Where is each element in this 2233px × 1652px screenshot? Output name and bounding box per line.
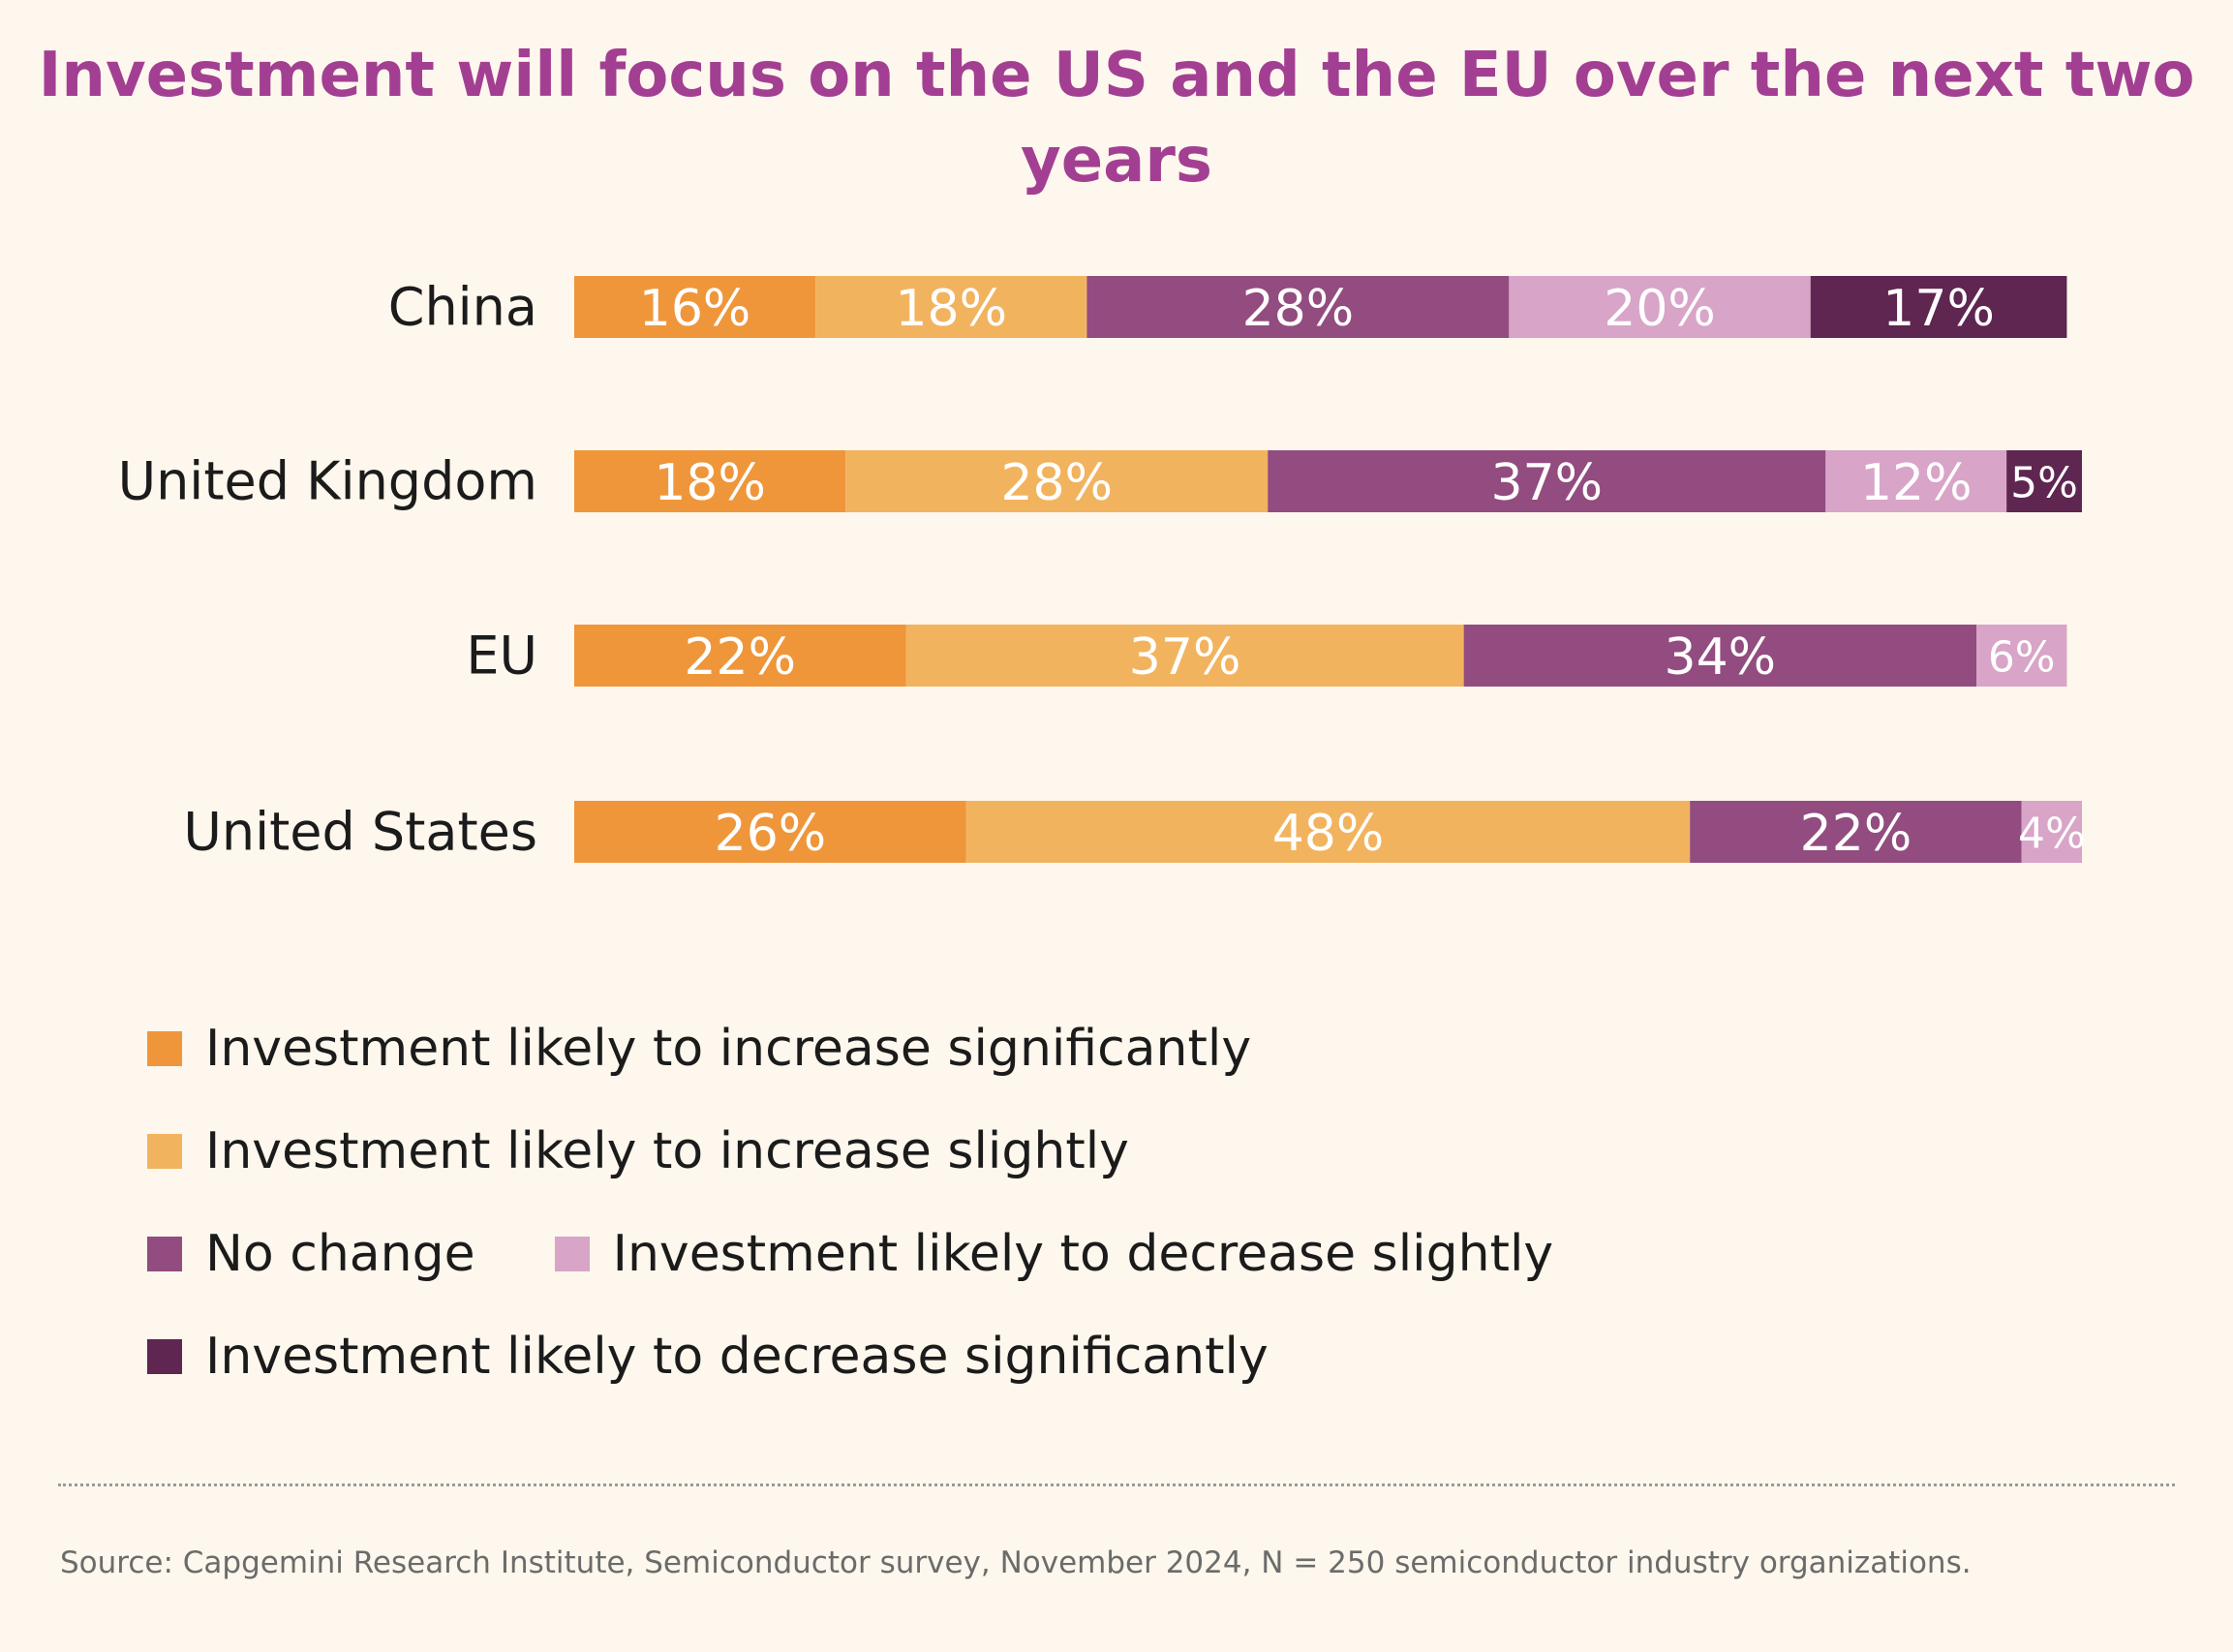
- legend: Investment likely to increase significan…: [147, 997, 1633, 1408]
- legend-swatch: [147, 1237, 182, 1271]
- bar-segment: [574, 625, 906, 687]
- bar-segment: [845, 450, 1269, 512]
- legend-row: Investment likely to increase slightly: [147, 1100, 1633, 1203]
- data-label: 20%: [1604, 280, 1716, 338]
- bar-segment: [574, 450, 846, 512]
- data-label: 12%: [1860, 454, 1973, 512]
- source-note: Source: Capgemini Research Institute, Se…: [60, 1545, 1972, 1580]
- legend-item-increase-slightly: Investment likely to increase slightly: [147, 1122, 1129, 1180]
- legend-swatch: [147, 1339, 182, 1374]
- data-label: 28%: [1242, 280, 1355, 338]
- legend-label: Investment likely to decrease slightly: [612, 1225, 1554, 1283]
- bar-segment: [574, 276, 816, 338]
- legend-swatch: [147, 1031, 182, 1066]
- bar-segment: [905, 625, 1464, 687]
- data-label: 5%: [2010, 459, 2078, 508]
- category-label: United States: [183, 802, 537, 863]
- bar-segment: [1268, 450, 1826, 512]
- bar-segment: [2021, 801, 2082, 863]
- bar-segment: [815, 276, 1087, 338]
- data-label: 16%: [639, 280, 751, 338]
- data-label: 4%: [2018, 810, 2086, 859]
- footer-divider: [58, 1484, 2175, 1486]
- legend-item-increase-significantly: Investment likely to increase significan…: [147, 1020, 1251, 1078]
- data-label: 37%: [1490, 454, 1603, 512]
- bar-segment: [574, 801, 966, 863]
- bar-segment: [965, 801, 1691, 863]
- bar-segment: [1690, 801, 2022, 863]
- legend-swatch: [554, 1237, 590, 1271]
- data-label: 6%: [1988, 633, 2056, 683]
- bar-segment: [1086, 276, 1510, 338]
- stacked-bar-chart: China 16% 18% 28% 20% 17% United Kingdom 18% 28%…: [118, 276, 2086, 863]
- data-label: 18%: [895, 280, 1007, 338]
- bar-segment: [1463, 625, 1977, 687]
- bar-segment: [1825, 450, 2007, 512]
- legend-item-decrease-significantly: Investment likely to decrease significan…: [147, 1328, 1269, 1386]
- data-label: 26%: [715, 805, 827, 863]
- chart-title: Investment will focus on the US and the …: [0, 33, 2233, 203]
- bar-segment: [1976, 625, 2067, 687]
- legend-label: Investment likely to decrease significan…: [205, 1328, 1269, 1386]
- legend-row: Investment likely to decrease significan…: [147, 1305, 1633, 1408]
- legend-row: No change Investment likely to decrease …: [147, 1203, 1633, 1305]
- bar-segment: [1509, 276, 1811, 338]
- data-label: 17%: [1882, 280, 1995, 338]
- category-label: EU: [466, 626, 537, 687]
- data-label: 48%: [1272, 805, 1385, 863]
- legend-item-no-change: No change: [147, 1225, 475, 1283]
- data-label: 28%: [1000, 454, 1113, 512]
- category-label: China: [388, 277, 537, 338]
- legend-label: Investment likely to increase slightly: [205, 1122, 1129, 1180]
- legend-label: Investment likely to increase significan…: [205, 1020, 1252, 1078]
- data-label: 22%: [684, 628, 796, 687]
- legend-label: No change: [205, 1225, 475, 1283]
- data-label: 34%: [1665, 628, 1777, 687]
- legend-item-decrease-slightly: Investment likely to decrease slightly: [554, 1225, 1554, 1283]
- bar-segment: [2006, 450, 2082, 512]
- data-label: 37%: [1129, 628, 1241, 687]
- legend-row: Investment likely to increase significan…: [147, 997, 1633, 1100]
- data-label: 22%: [1800, 805, 1912, 863]
- chart-title-text: Investment will focus on the US and the …: [38, 40, 2195, 197]
- category-label: United Kingdom: [118, 451, 537, 512]
- bar-segment: [1810, 276, 2067, 338]
- data-label: 18%: [654, 454, 766, 512]
- legend-swatch: [147, 1134, 182, 1169]
